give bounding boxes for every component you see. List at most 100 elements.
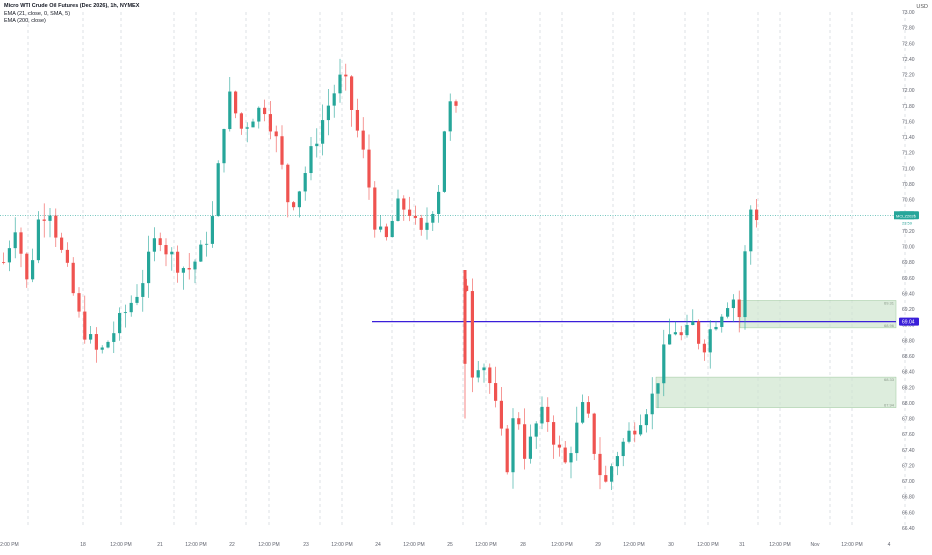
candle-body — [569, 453, 573, 463]
candle-body — [379, 226, 383, 230]
candle-body — [338, 74, 342, 94]
candle-body — [610, 466, 614, 482]
y-tick-label: 71.60 — [902, 119, 915, 125]
candle-body — [575, 422, 579, 454]
chart-legend: Micro WTI Crude Oil Futures (Dec 2026), … — [4, 3, 139, 26]
y-tick-label: 66.80 — [902, 495, 915, 501]
indicator-ema-200[interactable]: EMA (200, close) — [4, 18, 46, 24]
indicator-ema-21[interactable]: EMA (21, close, 0, SMA, 5) — [4, 10, 71, 17]
y-tick-label: 71.80 — [902, 104, 915, 110]
x-tick-label: 18 — [80, 542, 86, 548]
currency-label: USD — [916, 4, 928, 10]
x-tick-label: 30 — [668, 542, 674, 548]
x-tick-label: 31 — [739, 542, 745, 548]
candle-body — [89, 334, 93, 340]
candle-body — [118, 313, 122, 334]
candle-body — [344, 74, 348, 77]
candle-body — [685, 325, 689, 336]
candle-body — [419, 217, 423, 230]
candle-body — [408, 209, 412, 216]
candle-body — [176, 251, 180, 273]
y-tick-label: 67.20 — [902, 463, 915, 469]
x-tick-label: 12:00 PM — [331, 542, 352, 548]
candle-body — [170, 251, 174, 255]
candle-body — [726, 308, 730, 317]
candle-body — [205, 243, 209, 245]
candle-body — [627, 430, 631, 442]
candle-body — [437, 191, 441, 214]
candle-body — [697, 321, 701, 344]
x-tick-label: 12:00 PM — [185, 542, 206, 548]
candle-body — [251, 121, 255, 128]
candle-body — [714, 326, 718, 330]
candle-body — [54, 215, 58, 238]
candle-body — [563, 447, 567, 463]
candle-body — [482, 367, 486, 371]
y-tick-label: 70.20 — [902, 229, 915, 235]
zone-label-bottom: 67.94 — [884, 403, 895, 408]
candle-body — [297, 191, 301, 208]
y-tick-label: 67.40 — [902, 448, 915, 454]
candle-body — [708, 329, 712, 353]
y-tick-label: 73.00 — [902, 10, 915, 16]
candle-body — [668, 334, 672, 345]
candle-body — [48, 215, 52, 221]
candle-body — [65, 249, 69, 263]
candle-body — [517, 418, 521, 425]
demand-zone — [655, 376, 897, 408]
y-tick-label: 68.60 — [902, 354, 915, 360]
y-tick-label: 72.60 — [902, 41, 915, 47]
candle-body — [303, 173, 307, 192]
candle-body — [442, 131, 446, 192]
candle-body — [187, 268, 191, 270]
candle-body — [604, 475, 608, 482]
candle-body — [615, 456, 619, 467]
candle-body — [193, 261, 197, 270]
candle-body — [245, 127, 249, 129]
candle-body — [19, 232, 23, 254]
x-tick-label: 24 — [375, 542, 381, 548]
candle-body — [239, 113, 243, 129]
y-tick-label: 68.20 — [902, 385, 915, 391]
candle-body — [621, 441, 625, 457]
candle-body — [499, 400, 503, 429]
candle-body — [350, 76, 354, 110]
candle-body — [540, 406, 544, 424]
y-tick-label: 71.40 — [902, 135, 915, 141]
candle-body — [454, 101, 458, 106]
candle-body — [650, 393, 654, 415]
candle-body — [31, 260, 35, 280]
x-tick-label: 23 — [303, 542, 309, 548]
candle-body — [309, 146, 313, 174]
candle-body — [2, 262, 6, 263]
symbol-tag-text: MCLZ2026 — [896, 213, 917, 218]
gap-candle — [463, 270, 467, 364]
x-tick-label: Nov — [811, 542, 820, 548]
candle-body — [586, 402, 590, 414]
candle-body — [465, 285, 469, 292]
x-tick-label: 22 — [229, 542, 235, 548]
candle-body — [292, 202, 296, 208]
y-tick-label: 70.00 — [902, 245, 915, 251]
candle-body — [106, 341, 110, 348]
symbol-tag — [894, 211, 914, 220]
candle-body — [326, 105, 330, 121]
candle-body — [528, 436, 532, 459]
y-tick-label: 67.00 — [902, 479, 915, 485]
level-price-tag — [899, 317, 919, 326]
x-tick-label: 28 — [520, 542, 526, 548]
x-tick-label: 12:00 PM — [841, 542, 862, 548]
candle-body — [402, 198, 406, 210]
candle-body — [702, 343, 706, 353]
candle-body — [384, 226, 388, 238]
candle-body — [557, 444, 561, 448]
candle-body — [42, 219, 46, 221]
candle-body — [749, 209, 753, 252]
x-tick-label: 12:00 PM — [0, 542, 19, 548]
x-tick-label: 4 — [888, 542, 891, 548]
candle-body — [257, 107, 261, 122]
last-price-countdown: 23:59 — [902, 220, 913, 225]
x-tick-label: 12:00 PM — [258, 542, 279, 548]
